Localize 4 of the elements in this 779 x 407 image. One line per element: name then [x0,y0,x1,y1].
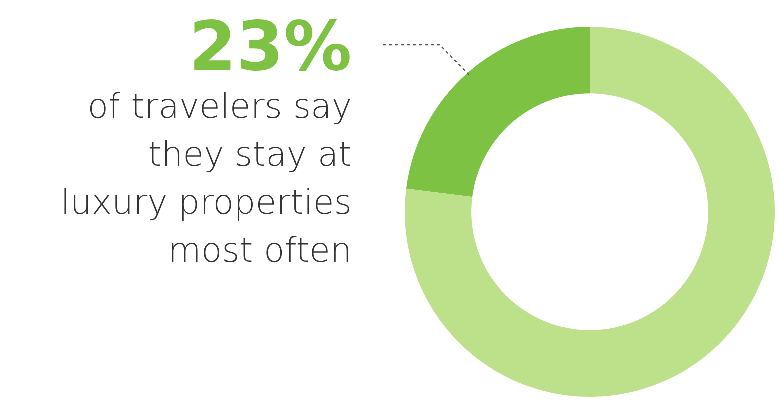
donut-slice [405,27,775,397]
text: of travelers say they stay at luxury properties most often [60,87,352,271]
data-label: 23% [189,8,352,87]
donut-slice [406,27,590,198]
